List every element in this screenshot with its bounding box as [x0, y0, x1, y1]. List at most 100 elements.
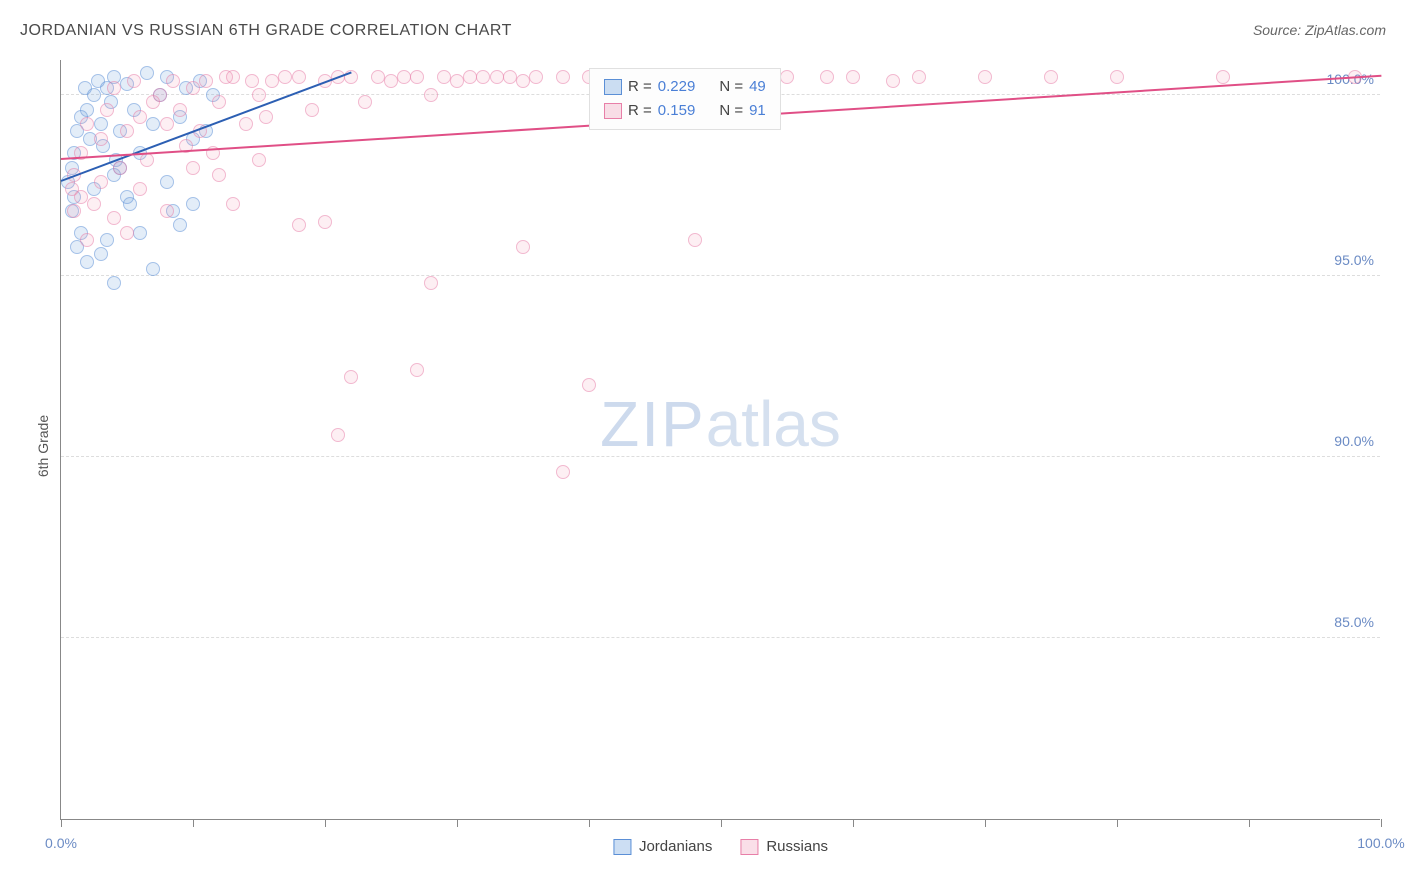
scatter-marker: [226, 197, 240, 211]
x-tick: [985, 819, 986, 827]
r-value: 0.159: [658, 99, 696, 123]
scatter-marker: [87, 88, 101, 102]
scatter-marker: [516, 240, 530, 254]
scatter-marker: [133, 182, 147, 196]
scatter-marker: [780, 70, 794, 84]
scatter-marker: [186, 161, 200, 175]
scatter-marker: [212, 168, 226, 182]
legend-label: Russians: [766, 838, 828, 855]
watermark-zip: ZIP: [600, 388, 706, 460]
legend-row: R =0.229 N =49: [604, 75, 766, 99]
n-label: N =: [719, 99, 743, 123]
r-label: R =: [628, 75, 652, 99]
x-tick: [589, 819, 590, 827]
scatter-marker: [1110, 70, 1124, 84]
scatter-marker: [186, 197, 200, 211]
legend-swatch: [604, 79, 622, 95]
scatter-marker: [410, 70, 424, 84]
x-tick: [61, 819, 62, 827]
scatter-marker: [259, 110, 273, 124]
scatter-marker: [463, 70, 477, 84]
scatter-marker: [239, 117, 253, 131]
y-tick-label: 95.0%: [1334, 252, 1374, 268]
scatter-marker: [331, 428, 345, 442]
x-tick: [325, 819, 326, 827]
scatter-marker: [65, 182, 79, 196]
scatter-marker: [113, 161, 127, 175]
scatter-marker: [94, 117, 108, 131]
scatter-marker: [424, 276, 438, 290]
scatter-marker: [100, 103, 114, 117]
scatter-marker: [490, 70, 504, 84]
scatter-marker: [582, 378, 596, 392]
scatter-marker: [437, 70, 451, 84]
y-axis-label: 6th Grade: [35, 415, 51, 477]
scatter-marker: [67, 204, 81, 218]
y-tick-label: 90.0%: [1334, 433, 1374, 449]
scatter-marker: [226, 70, 240, 84]
scatter-marker: [199, 74, 213, 88]
scatter-marker: [410, 363, 424, 377]
scatter-marker: [450, 74, 464, 88]
scatter-marker: [120, 226, 134, 240]
scatter-marker: [80, 233, 94, 247]
scatter-marker: [424, 88, 438, 102]
scatter-marker: [516, 74, 530, 88]
source-label: Source: ZipAtlas.com: [1253, 22, 1386, 38]
scatter-marker: [173, 103, 187, 117]
scatter-marker: [820, 70, 834, 84]
y-tick-label: 85.0%: [1334, 614, 1374, 630]
n-label: N =: [719, 75, 743, 99]
scatter-marker: [278, 70, 292, 84]
scatter-marker: [107, 211, 121, 225]
scatter-marker: [80, 117, 94, 131]
scatter-marker: [133, 110, 147, 124]
scatter-marker: [212, 95, 226, 109]
scatter-marker: [127, 74, 141, 88]
scatter-marker: [186, 81, 200, 95]
scatter-marker: [120, 124, 134, 138]
scatter-marker: [160, 204, 174, 218]
scatter-marker: [292, 218, 306, 232]
scatter-marker: [397, 70, 411, 84]
legend-row: R =0.159N =91: [604, 99, 766, 123]
scatter-marker: [140, 66, 154, 80]
watermark: ZIPatlas: [600, 387, 841, 461]
n-value: 91: [749, 99, 766, 123]
x-tick: [853, 819, 854, 827]
gridline: [61, 637, 1380, 638]
scatter-marker: [94, 132, 108, 146]
scatter-marker: [153, 88, 167, 102]
r-value: 0.229: [658, 75, 696, 99]
x-tick-label: 0.0%: [45, 835, 77, 851]
x-tick: [1249, 819, 1250, 827]
scatter-marker: [476, 70, 490, 84]
scatter-marker: [140, 153, 154, 167]
x-tick: [1381, 819, 1382, 827]
scatter-marker: [107, 81, 121, 95]
scatter-marker: [344, 370, 358, 384]
correlation-legend: R =0.229 N =49R =0.159 N =91: [589, 68, 781, 130]
legend-swatch: [613, 839, 631, 855]
scatter-marker: [252, 153, 266, 167]
scatter-marker: [1044, 70, 1058, 84]
scatter-marker: [80, 255, 94, 269]
chart-title: JORDANIAN VS RUSSIAN 6TH GRADE CORRELATI…: [20, 22, 512, 40]
scatter-marker: [173, 218, 187, 232]
scatter-marker: [305, 103, 319, 117]
scatter-marker: [292, 70, 306, 84]
scatter-marker: [384, 74, 398, 88]
scatter-marker: [978, 70, 992, 84]
plot-area: ZIPatlas 85.0%90.0%95.0%100.0%0.0%100.0%…: [60, 60, 1380, 820]
scatter-marker: [160, 175, 174, 189]
legend-item: Russians: [740, 838, 828, 855]
x-tick-label: 100.0%: [1357, 835, 1404, 851]
watermark-atlas: atlas: [706, 388, 841, 460]
scatter-marker: [886, 74, 900, 88]
scatter-marker: [529, 70, 543, 84]
scatter-marker: [503, 70, 517, 84]
n-value: 49: [749, 75, 766, 99]
legend-item: Jordanians: [613, 838, 712, 855]
scatter-marker: [358, 95, 372, 109]
legend-swatch: [604, 103, 622, 119]
